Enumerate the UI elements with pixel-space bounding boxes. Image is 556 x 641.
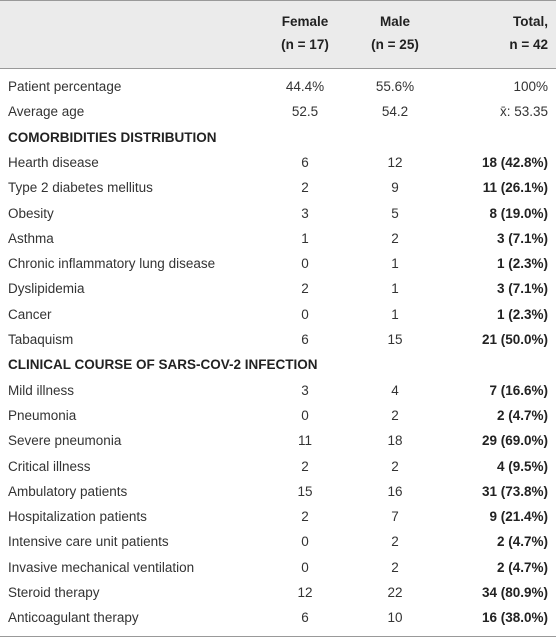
- row-label: Anticoagulant therapy: [8, 610, 139, 626]
- female-cell: 3: [301, 205, 309, 221]
- total-cell: 29 (69.0%): [481, 433, 548, 449]
- female-cell: 0: [301, 306, 309, 322]
- total-cell: 11 (26.1%): [482, 180, 548, 196]
- male-cell: 2: [391, 230, 399, 246]
- total-cell: x̄: 53.35: [499, 104, 548, 120]
- header-female: (n = 17): [281, 37, 329, 52]
- total-cell: 1 (2.3%): [496, 306, 548, 322]
- total-cell: 9 (21.4%): [489, 509, 548, 525]
- female-cell: 52.5: [291, 104, 319, 120]
- male-cell: 55.6%: [375, 79, 415, 94]
- total-cell: 8 (19.0%): [489, 205, 548, 221]
- female-cell: 12: [297, 585, 313, 600]
- male-cell: 54.2: [381, 104, 409, 120]
- male-cell: 10: [387, 610, 403, 626]
- row-label: Mild illness: [8, 382, 75, 398]
- total-cell: 100%: [513, 79, 548, 94]
- total-cell: 34 (80.9%): [481, 585, 548, 600]
- female-cell: 1: [301, 230, 309, 246]
- female-cell: 0: [301, 407, 309, 423]
- row-label: Invasive mechanical ventilation: [8, 559, 195, 575]
- male-cell: 22: [387, 585, 403, 600]
- row-label: Hospitalization patients: [8, 509, 147, 525]
- female-cell: 6: [301, 154, 309, 170]
- row-label: Intensive care unit patients: [8, 534, 169, 550]
- row-label: Dyslipidemia: [8, 281, 85, 297]
- male-cell: 16: [387, 483, 403, 499]
- female-cell: 6: [301, 332, 309, 347]
- female-cell: 0: [301, 534, 309, 550]
- male-cell: 12: [387, 154, 403, 170]
- row-label: Steroid therapy: [8, 585, 100, 600]
- row-label: Average age: [8, 104, 85, 120]
- total-cell: 2 (4.7%): [496, 559, 548, 575]
- total-cell: 21 (50.0%): [481, 332, 548, 347]
- male-cell: 9: [391, 180, 399, 196]
- header-total: Total,: [513, 14, 548, 29]
- header-background: [0, 0, 556, 68]
- female-cell: 0: [301, 256, 309, 272]
- male-cell: 2: [391, 407, 399, 423]
- total-cell: 2 (4.7%): [496, 407, 548, 423]
- row-label: Obesity: [8, 205, 54, 221]
- header-female: Female: [281, 14, 329, 29]
- female-cell: 2: [301, 509, 309, 525]
- female-cell: 11: [297, 433, 313, 449]
- total-cell: 2 (4.7%): [496, 534, 548, 550]
- male-cell: 15: [387, 332, 403, 347]
- row-label: Cancer: [8, 306, 52, 322]
- female-cell: 3: [301, 382, 309, 398]
- header-male: Male: [379, 14, 411, 29]
- row-label: Patient percentage: [8, 79, 122, 94]
- row-label: Chronic inflammatory lung disease: [8, 256, 216, 272]
- male-cell: 1: [391, 306, 399, 322]
- row-label: Tabaquism: [8, 332, 74, 347]
- total-cell: 3 (7.1%): [496, 230, 548, 246]
- section-heading: CLINICAL COURSE OF SARS-COV-2 INFECTION: [8, 357, 318, 373]
- total-cell: 3 (7.1%): [496, 281, 548, 297]
- section-heading: COMORBIDITIES DISTRIBUTION: [8, 129, 217, 145]
- male-cell: 18: [387, 433, 403, 449]
- row-label: Ambulatory patients: [8, 483, 128, 499]
- bottom-rule: [0, 636, 556, 637]
- row-label: Pneumonia: [8, 407, 77, 423]
- male-cell: 7: [391, 509, 399, 525]
- male-cell: 5: [391, 205, 399, 221]
- female-cell: 2: [301, 458, 309, 474]
- row-label: Severe pneumonia: [8, 433, 122, 449]
- header-rule: [0, 68, 556, 69]
- female-cell: 15: [297, 483, 313, 499]
- male-cell: 1: [391, 256, 399, 272]
- male-cell: 1: [391, 281, 399, 297]
- total-cell: 7 (16.6%): [489, 382, 548, 398]
- male-cell: 4: [391, 382, 399, 398]
- total-cell: 18 (42.8%): [481, 154, 548, 170]
- female-cell: 0: [301, 559, 309, 575]
- total-cell: 4 (9.5%): [496, 458, 548, 474]
- header-male: (n = 25): [371, 37, 419, 52]
- female-cell: 44.4%: [285, 79, 325, 94]
- top-rule: [0, 0, 556, 1]
- female-cell: 6: [301, 610, 309, 626]
- total-cell: 31 (73.8%): [481, 483, 548, 499]
- total-cell: 16 (38.0%): [481, 610, 548, 626]
- row-label: Critical illness: [8, 458, 91, 474]
- row-label: Type 2 diabetes mellitus: [8, 180, 153, 196]
- row-label: Asthma: [8, 230, 54, 246]
- female-cell: 2: [301, 281, 309, 297]
- row-label: Hearth disease: [8, 154, 99, 170]
- male-cell: 2: [391, 458, 399, 474]
- female-cell: 2: [301, 180, 309, 196]
- total-cell: 1 (2.3%): [496, 256, 548, 272]
- male-cell: 2: [391, 534, 399, 550]
- header-total: n = 42: [509, 37, 548, 52]
- male-cell: 2: [391, 559, 399, 575]
